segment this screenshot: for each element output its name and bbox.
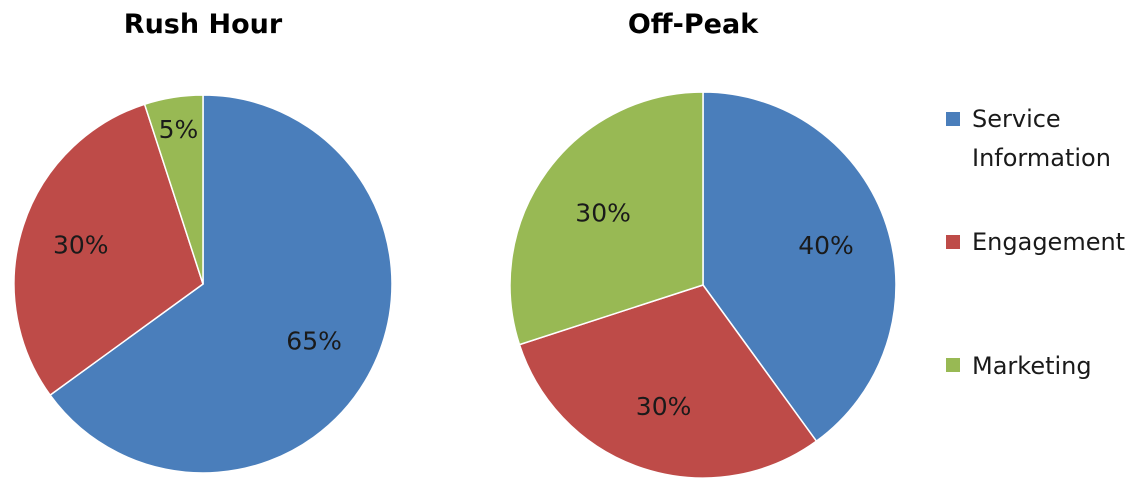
off-peak-slice-service-information xyxy=(702,91,897,442)
rush-hour-label-service-information: 65% xyxy=(286,327,342,356)
rush-hour-title: Rush Hour xyxy=(124,9,283,40)
rush-hour-slice-service-information xyxy=(49,94,393,474)
legend-item-marketing: Marketing xyxy=(946,352,1092,380)
legend-swatch-service-information xyxy=(946,112,960,126)
off-peak-slices xyxy=(509,91,897,479)
rush-hour-label-marketing: 5% xyxy=(159,115,199,144)
legend-swatch-engagement xyxy=(946,235,960,249)
off-peak-title: Off-Peak xyxy=(628,9,759,40)
off-peak-label-service-information: 40% xyxy=(798,231,854,260)
legend-swatch-marketing xyxy=(946,358,960,372)
off-peak-label-marketing: 30% xyxy=(575,198,631,227)
legend-label-service-line2: Information xyxy=(972,144,1111,172)
rush-hour-pie: Rush Hour 65% 30% 5% xyxy=(13,9,393,474)
off-peak-labels: 40% 30% 30% xyxy=(575,198,853,421)
off-peak-label-engagement: 30% xyxy=(636,392,692,421)
legend-item-engagement: Engagement xyxy=(946,228,1125,256)
rush-hour-slice-marketing xyxy=(143,94,204,285)
legend-label-service-line1: Service xyxy=(972,105,1061,133)
legend: Service Information Engagement Marketing xyxy=(946,105,1125,380)
off-peak-pie: Off-Peak 40% 30% 30% xyxy=(509,9,897,479)
rush-hour-labels: 65% 30% 5% xyxy=(53,115,342,356)
legend-item-service-information: Service Information xyxy=(946,105,1111,172)
legend-label-engagement: Engagement xyxy=(972,228,1125,256)
rush-hour-slice-engagement xyxy=(13,103,204,396)
rush-hour-label-engagement: 30% xyxy=(53,230,109,259)
legend-label-marketing: Marketing xyxy=(972,352,1092,380)
off-peak-slice-marketing xyxy=(509,91,704,346)
rush-hour-slices xyxy=(13,94,393,474)
off-peak-slice-engagement xyxy=(518,284,818,479)
